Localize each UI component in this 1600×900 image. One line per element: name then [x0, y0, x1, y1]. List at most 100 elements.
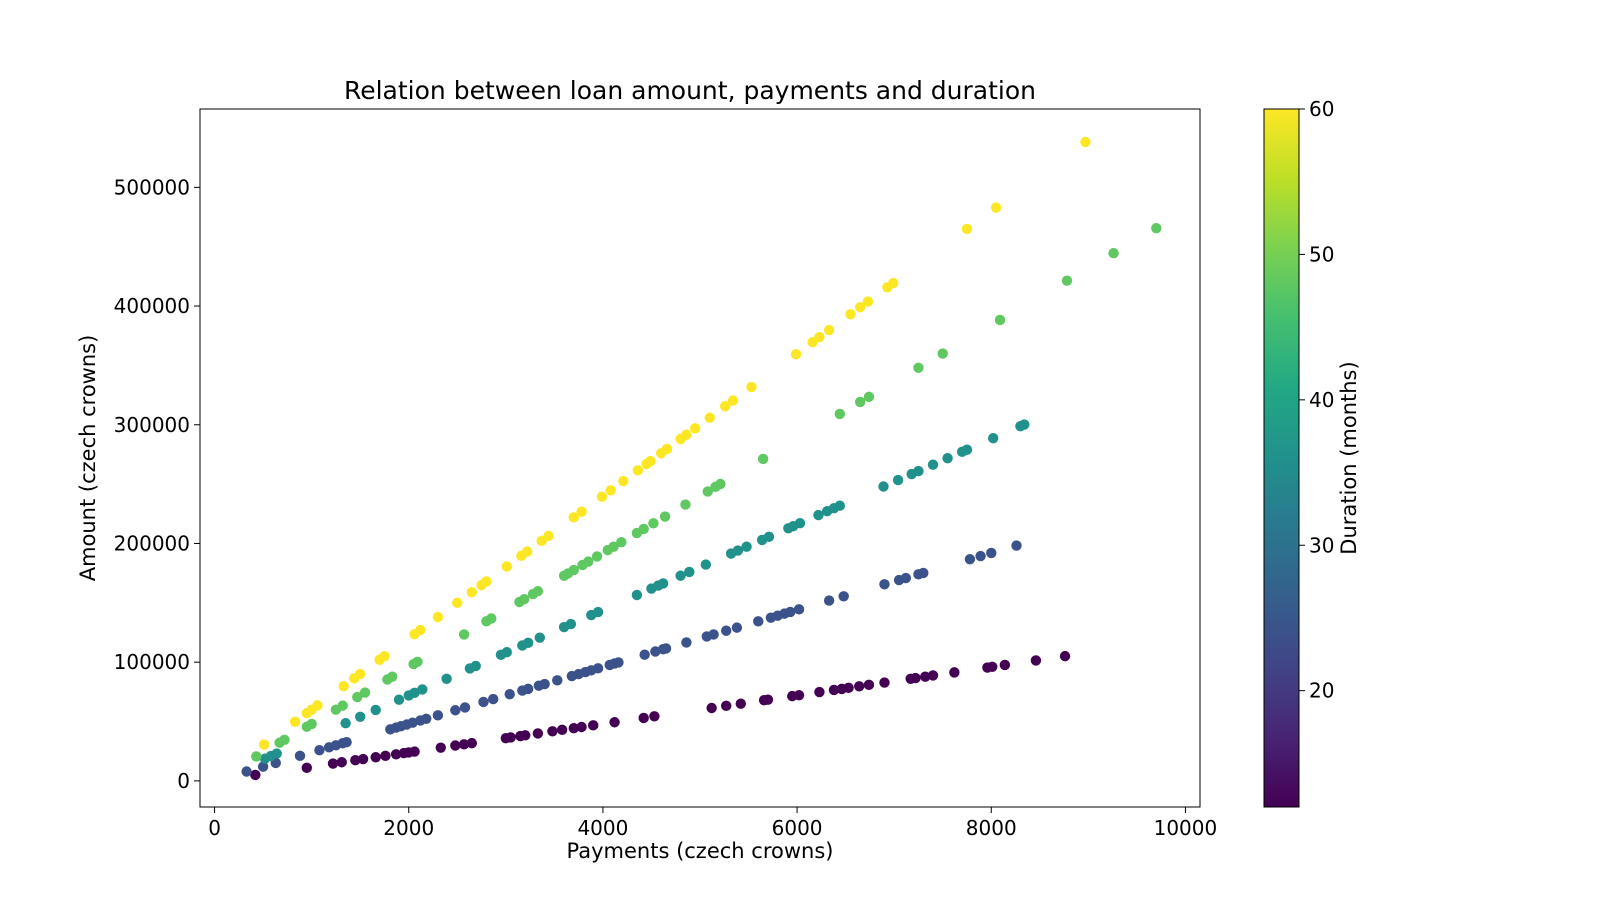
scatter-point — [591, 551, 603, 562]
scatter-point — [1030, 655, 1042, 666]
colorbar-tick-label: 30 — [1309, 533, 1334, 557]
scatter-point — [552, 675, 563, 686]
scatter-point — [700, 559, 712, 570]
scatter-point — [920, 671, 931, 682]
scatter-point — [746, 381, 757, 393]
scatter-point — [649, 711, 660, 722]
scatter-point — [878, 481, 889, 492]
scatter-point — [412, 656, 423, 668]
scatter-point — [359, 687, 371, 698]
scatter-point — [680, 499, 691, 510]
scatter-point — [785, 606, 796, 618]
scatter-point — [721, 700, 732, 712]
scatter-point — [450, 705, 461, 716]
scatter-point — [675, 570, 686, 581]
y-tick-label: 500000 — [114, 175, 190, 199]
scatter-point — [715, 478, 726, 490]
scatter-point — [352, 691, 363, 703]
scatter-point — [702, 486, 713, 497]
scatter-point — [592, 663, 604, 674]
scatter-point — [470, 660, 481, 672]
scatter-point — [913, 465, 924, 477]
scatter-point — [648, 518, 659, 529]
scatter-point — [583, 556, 594, 567]
scatter-point — [961, 223, 973, 235]
scatter-point — [910, 672, 921, 684]
scatter-point — [354, 711, 366, 722]
scatter-point — [409, 746, 420, 757]
scatter-point — [452, 597, 463, 609]
scatter-point — [565, 618, 577, 630]
scatter-point — [987, 661, 998, 673]
scatter-point — [432, 611, 444, 623]
colorbar — [1263, 108, 1300, 808]
scatter-point — [975, 550, 986, 562]
scatter-point — [370, 704, 381, 716]
scatter-point — [638, 712, 649, 724]
scatter-point — [888, 277, 899, 289]
scatter-point — [532, 585, 544, 597]
scatter-point — [814, 686, 825, 698]
scatter-point — [336, 757, 347, 768]
scatter-point — [379, 651, 390, 662]
scatter-point — [609, 717, 620, 728]
scatter-point — [522, 637, 534, 649]
scatter-point — [1061, 275, 1073, 286]
scatter-point — [942, 453, 953, 464]
scatter-point — [731, 622, 743, 633]
scatter-point — [1080, 136, 1091, 148]
scatter-point — [357, 753, 369, 765]
scatter-point — [793, 604, 805, 615]
scatter-point — [341, 736, 352, 748]
scatter-point — [338, 680, 349, 692]
scatter-point — [834, 500, 846, 511]
y-tick-label: 200000 — [114, 531, 190, 555]
colorbar-axis: 20 30 40 50 60 — [1299, 97, 1334, 703]
scatter-point — [532, 728, 544, 739]
scatter-point — [576, 721, 587, 733]
scatter-point — [949, 667, 960, 678]
scatter-point — [704, 412, 715, 423]
x-tick-label: 6000 — [772, 816, 823, 840]
scatter-point — [790, 349, 802, 360]
scatter-point — [794, 517, 806, 529]
scatter-point — [735, 698, 746, 709]
scatter-point — [961, 444, 973, 455]
scatter-point — [616, 536, 627, 548]
x-tick-label: 8000 — [966, 816, 1017, 840]
scatter-point — [421, 713, 432, 725]
x-tick-label: 0 — [208, 816, 221, 840]
x-tick-label: 2000 — [383, 816, 434, 840]
colorbar-label: Duration (months) — [1337, 361, 1361, 554]
scatter-point — [520, 730, 531, 741]
scatter-point — [657, 578, 669, 589]
scatter-point — [441, 673, 452, 684]
scatter-point — [466, 586, 478, 598]
x-tick-label: 10000 — [1154, 816, 1218, 840]
scatter-point — [459, 702, 471, 713]
scatter-point — [757, 453, 769, 465]
scatter-point — [1019, 419, 1030, 430]
chart-title: Relation between loan amount, payments a… — [344, 76, 1036, 105]
scatter-point — [763, 531, 775, 543]
scatter-point — [568, 722, 579, 734]
scatter-point — [892, 474, 904, 486]
scatter-point — [521, 546, 533, 557]
scatter-point — [432, 710, 444, 721]
scatter-point — [661, 443, 673, 455]
scatter-point — [793, 689, 805, 701]
scatter-point — [823, 324, 835, 336]
y-tick-label: 0 — [177, 769, 190, 793]
y-tick-label: 400000 — [114, 294, 190, 318]
scatter-point — [522, 683, 534, 695]
scatter-point — [645, 455, 656, 467]
scatter-point — [834, 408, 846, 420]
scatter-point — [689, 423, 701, 434]
scatter-point — [279, 734, 290, 746]
scatter-point — [605, 485, 616, 496]
scatter-point — [994, 314, 1006, 326]
scatter-point — [312, 700, 323, 711]
scatter-point — [613, 657, 624, 668]
scatter-point — [639, 649, 650, 660]
